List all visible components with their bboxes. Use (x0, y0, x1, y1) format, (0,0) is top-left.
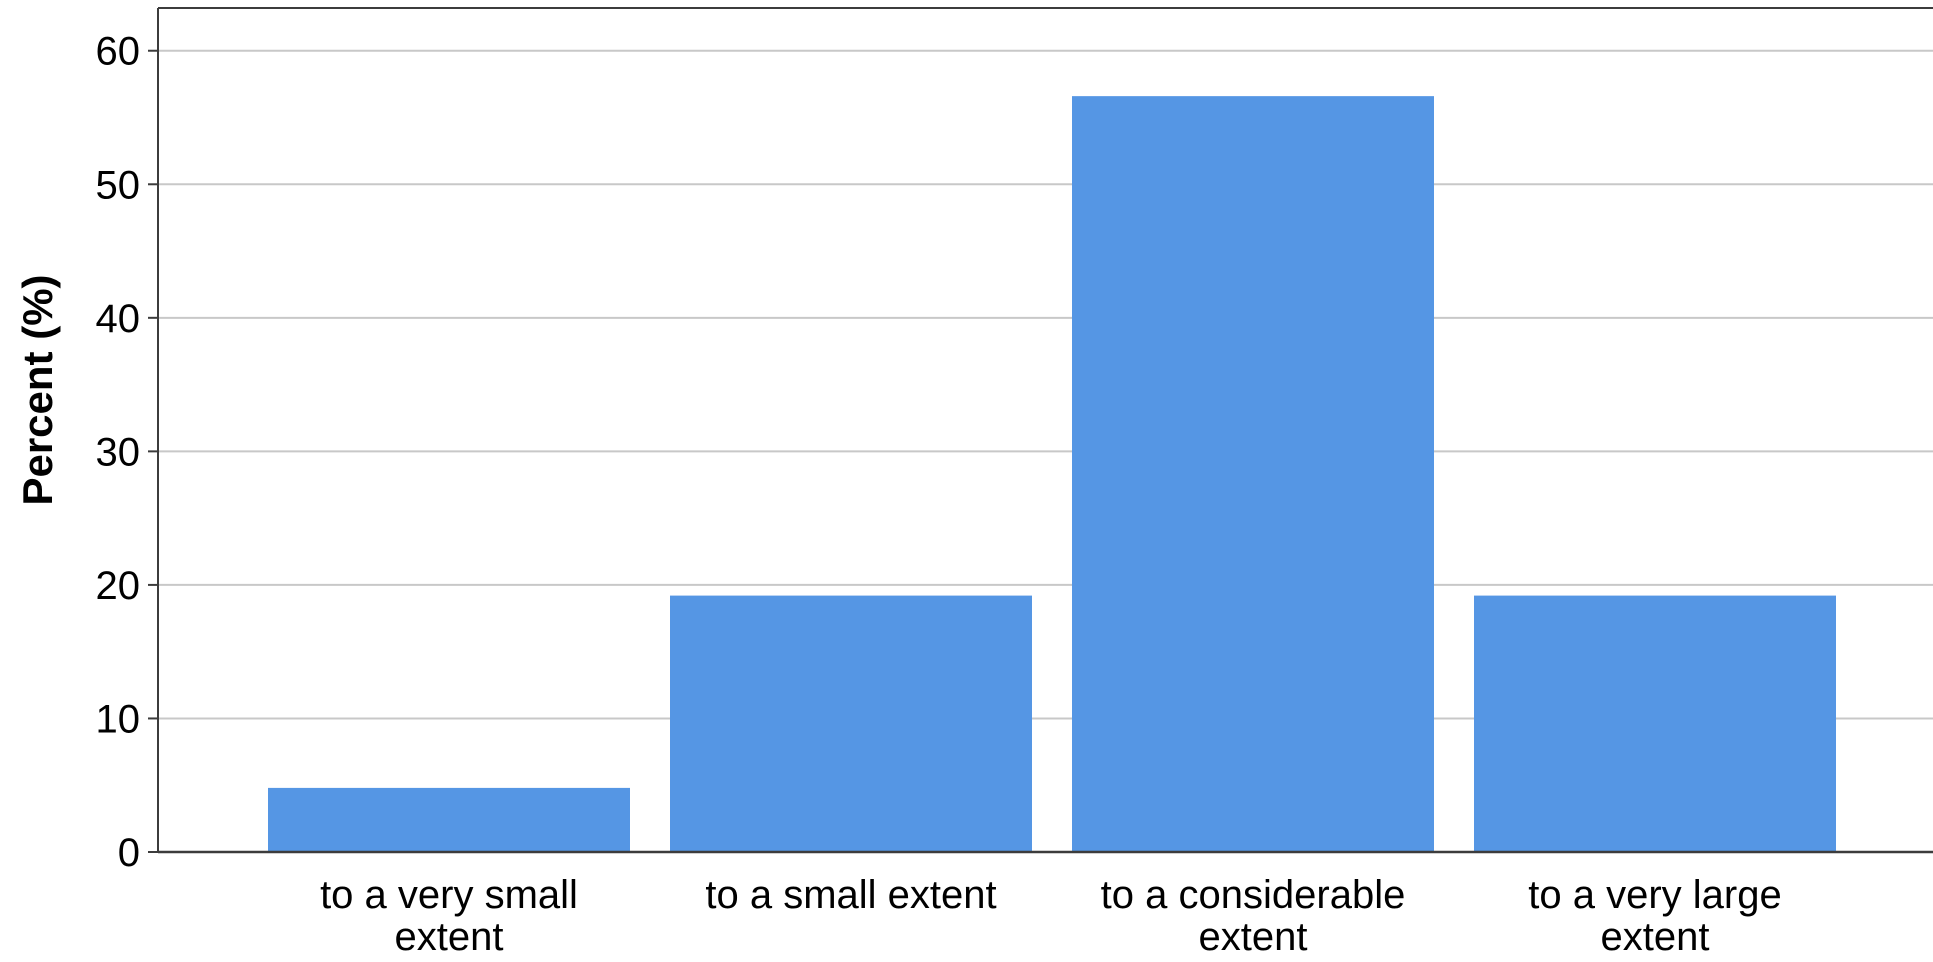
x-category-label: extent (395, 915, 504, 957)
y-tick-label: 0 (118, 831, 140, 875)
x-category-label: to a very large (1528, 873, 1781, 917)
y-tick-label: 10 (96, 697, 141, 741)
bar (1072, 96, 1434, 853)
x-category-label: to a considerable (1101, 873, 1406, 917)
bar (268, 787, 630, 852)
bar (1474, 595, 1836, 852)
bars (268, 96, 1836, 853)
y-tick-labels: 0 10 20 30 40 50 60 (96, 30, 141, 875)
y-tick-label: 40 (96, 297, 141, 341)
y-tick-label: 50 (96, 163, 141, 207)
x-category-label: to a very small (320, 873, 578, 917)
x-category-label: to a small extent (705, 873, 996, 917)
x-category-label: extent (1601, 915, 1710, 957)
y-tick-label: 60 (96, 30, 141, 74)
y-tick-label: 20 (96, 564, 141, 608)
x-category-label: extent (1199, 915, 1308, 957)
bar (670, 595, 1032, 852)
axes (148, 7, 1933, 854)
y-axis-title: Percent (%) (14, 274, 61, 505)
y-tick-label: 30 (96, 430, 141, 474)
